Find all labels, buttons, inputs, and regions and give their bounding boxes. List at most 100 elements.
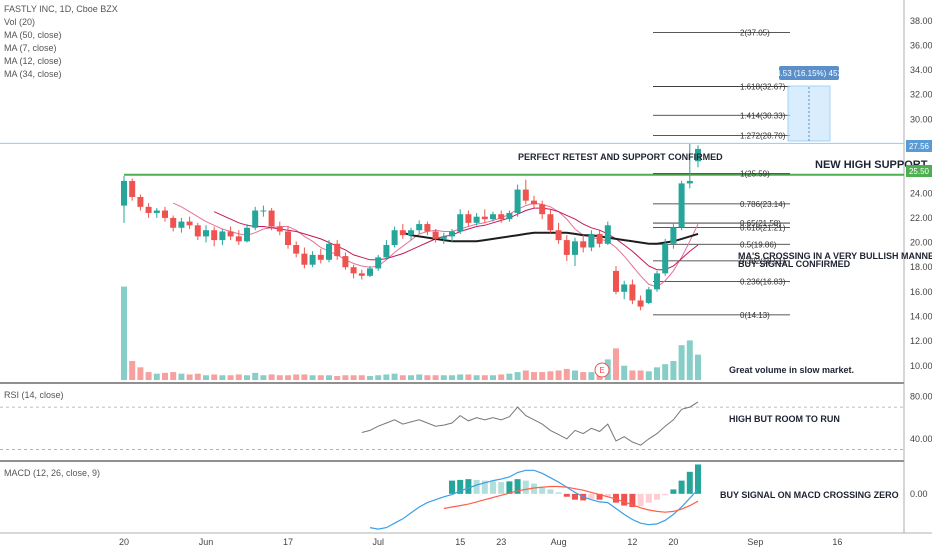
annotation-perfect-retest: PERFECT RETEST AND SUPPORT CONFIRMED: [518, 152, 723, 162]
candle-body: [301, 253, 308, 265]
candle-body: [670, 227, 677, 244]
volume-bar: [490, 375, 496, 380]
candle-body: [555, 230, 562, 241]
fib-label: 1.414(30.33): [740, 111, 786, 120]
macd-histogram-bar: [588, 493, 595, 499]
volume-bar: [137, 367, 144, 380]
candle-body: [629, 284, 636, 301]
candle-body: [416, 224, 423, 231]
candle-body: [547, 214, 554, 231]
price-tick-label: 38.00: [910, 16, 932, 26]
candle-body: [317, 254, 324, 260]
moving-averages: [172, 202, 699, 288]
candle-body: [367, 268, 373, 276]
price-tick-label: 12.00: [910, 336, 932, 346]
macd-signal-line: [443, 485, 699, 513]
candle-body: [662, 243, 669, 274]
candle-body: [383, 245, 390, 258]
macd-histogram-bar: [547, 489, 554, 494]
macd-histogram-bar: [522, 480, 529, 494]
volume-bar: [408, 375, 414, 380]
time-tick-label: 16: [832, 537, 842, 547]
candle-body: [531, 200, 537, 205]
volume-bar: [367, 376, 373, 380]
fib-label: 0.786(23.14): [740, 200, 786, 209]
volume-bar: [695, 354, 701, 380]
volume-bar: [654, 367, 660, 380]
time-tick-label: Jun: [199, 537, 214, 547]
time-tick-label: 17: [283, 537, 293, 547]
volume-bar: [162, 372, 168, 380]
candle-body: [309, 254, 316, 265]
legend-ma50: MA (50, close): [4, 30, 62, 40]
candle-body: [235, 236, 242, 242]
volume-bar: [547, 371, 554, 380]
volume-bar: [613, 348, 619, 380]
candle-body: [375, 257, 382, 269]
macd-histogram-bar: [473, 479, 480, 494]
volume-bar: [309, 375, 316, 380]
volume-bar: [178, 373, 185, 380]
volume-bar: [678, 345, 685, 380]
volume-bar: [276, 375, 283, 380]
candle-body: [178, 221, 185, 228]
volume-bar: [555, 370, 562, 380]
price-tick-label: 18.00: [910, 262, 932, 272]
horizontal-levels: [0, 142, 904, 176]
volume-bar: [334, 376, 341, 380]
measure-label: 4.53 (16.15%) 453: [776, 69, 842, 78]
time-tick-label: 15: [455, 537, 465, 547]
rsi-panel: [0, 401, 904, 450]
macd-histogram-bar: [621, 493, 628, 506]
rsi-legend: RSI (14, close): [4, 390, 64, 400]
price-tick-label: 30.00: [910, 114, 932, 124]
volume-bar: [301, 374, 308, 380]
candle-body: [678, 183, 685, 228]
annotation-ma-crossing: MA'S CROSSING IN A VERY BULLISH MANNER: [738, 251, 932, 261]
volume-bar: [621, 365, 628, 380]
volume-bar: [186, 374, 193, 380]
annotation-rsi-note: HIGH BUT ROOM TO RUN: [729, 414, 840, 424]
macd-histogram-bar: [686, 471, 693, 494]
fib-label: 1(25.59): [740, 170, 770, 179]
volume-bar: [465, 374, 472, 380]
volume-bar: [375, 375, 382, 380]
macd-histogram-bar: [596, 493, 603, 500]
price-tick-label: 16.00: [910, 287, 932, 297]
macd-histogram-bar: [506, 481, 513, 494]
candle-body: [580, 241, 587, 248]
last-price-tag: 27.56: [906, 140, 932, 152]
macd-histogram-bar: [498, 482, 505, 494]
volume-bar: [432, 375, 439, 380]
volume-bar: [129, 361, 136, 380]
volume-bar: [514, 372, 521, 380]
volume-bar: [662, 364, 669, 380]
candle-body: [621, 284, 628, 292]
price-tick-label: 14.00: [910, 311, 932, 321]
volume-bar: [342, 375, 349, 380]
macd-histogram-bar: [572, 493, 578, 500]
candle-body: [170, 217, 177, 228]
fib-label: 0.236(16.83): [740, 278, 786, 287]
annotation-buy-signal: BUY SIGNAL CONFIRMED: [738, 259, 851, 269]
volume-bar: [203, 375, 209, 380]
time-tick-label: Aug: [551, 537, 567, 547]
price-tick-label: 22.00: [910, 213, 932, 223]
volume-bar: [211, 374, 218, 380]
earnings-marker[interactable]: E: [594, 362, 610, 378]
candle-body: [613, 270, 619, 292]
candle-body: [334, 243, 341, 257]
candle-body: [285, 231, 291, 246]
macd-histogram-bar: [654, 493, 660, 500]
volume-bar: [424, 375, 431, 380]
volume-bar: [580, 372, 587, 380]
volume-bar: [317, 375, 324, 380]
candle-body: [268, 210, 275, 227]
candle-body: [481, 216, 488, 220]
price-tick-label: 32.00: [910, 90, 932, 100]
volume-bar: [235, 374, 242, 380]
time-tick-label: Jul: [372, 537, 384, 547]
volume-bar: [170, 372, 177, 380]
measure-tool[interactable]: 4.53 (16.15%) 453: [776, 66, 842, 142]
time-tick-label: Sep: [747, 537, 763, 547]
